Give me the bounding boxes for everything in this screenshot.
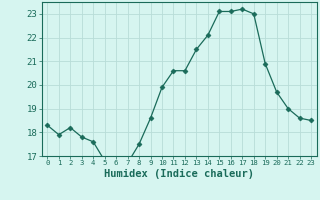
X-axis label: Humidex (Indice chaleur): Humidex (Indice chaleur) (104, 169, 254, 179)
